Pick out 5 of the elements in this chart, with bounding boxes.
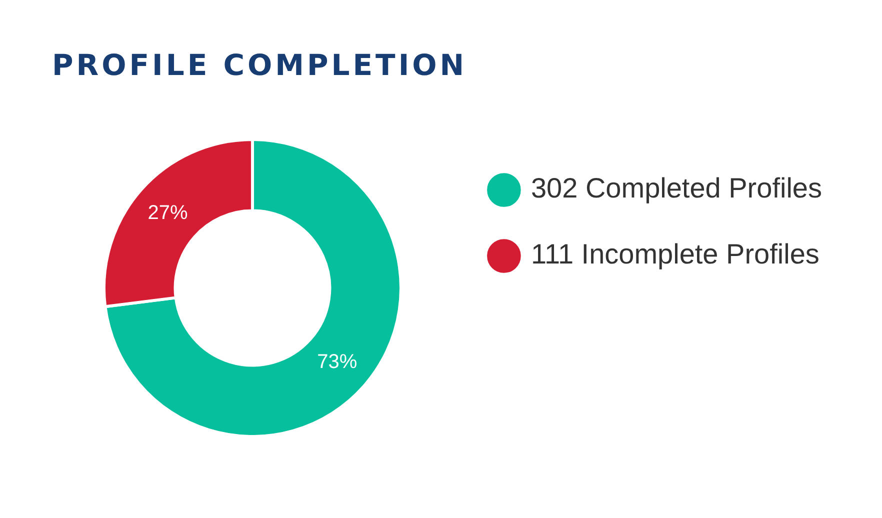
data-label: 73% [317, 351, 358, 374]
legend-label: 302 Completed Profiles [530, 172, 822, 204]
chart-title: PROFILE COMPLETION [52, 48, 468, 82]
legend-label: 111 Incomplete Profiles [530, 238, 820, 270]
data-label: 27% [148, 202, 188, 224]
